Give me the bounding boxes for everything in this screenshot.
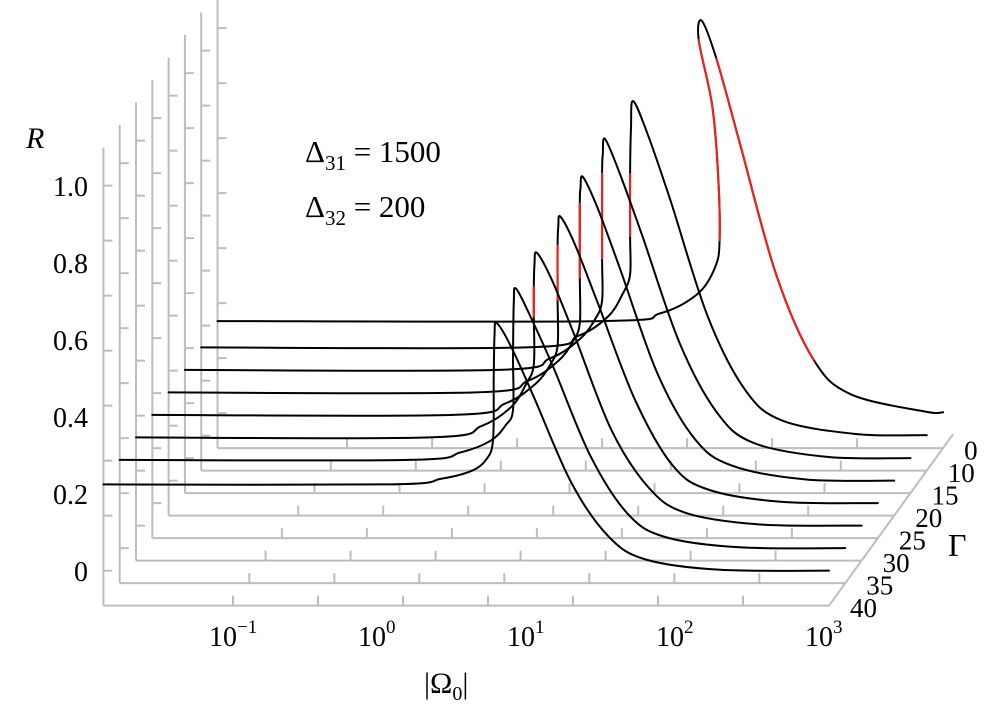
delta-value: = 200: [346, 189, 425, 224]
axis-labels: R Γ |Ω0| Δ31 = 1500 Δ32 = 200 1.00.80.60…: [25, 122, 978, 705]
unstable-segment-gamma-0: [715, 58, 815, 361]
x-axis-label: |Ω0|: [424, 667, 468, 705]
delta-subscript: 31: [325, 151, 346, 175]
x-axis-label-sub: 0: [452, 683, 462, 705]
annotation-delta32: Δ32 = 200: [305, 189, 425, 230]
x-tick-exponent: 1: [535, 617, 545, 638]
x-tick-base: 10: [805, 622, 833, 653]
series-curve-gamma-30: [135, 251, 863, 527]
y-tick-label: 0.4: [53, 403, 88, 434]
unstable-segment-gamma-0: [697, 39, 721, 242]
x-tick-label: 10−1: [209, 617, 257, 653]
x-tick-exponent: 3: [833, 617, 843, 638]
delta-symbol: Δ: [305, 134, 325, 169]
series-curve-gamma-25: [151, 214, 879, 505]
x-axis-label-main: |Ω: [424, 667, 452, 700]
y-tick-label: 0.8: [53, 249, 88, 280]
series-curve-gamma-35: [118, 287, 847, 550]
x-tick-label: 100: [358, 617, 396, 653]
series-curve-gamma-20: [167, 175, 896, 482]
y-tick-label: 0: [74, 557, 88, 588]
gamma-tick-label: 10: [948, 458, 975, 488]
delta-value: = 1500: [346, 134, 441, 169]
y-axis-label: R: [25, 122, 44, 155]
series-curves: [102, 19, 945, 572]
x-tick-exponent: 0: [386, 617, 396, 638]
y-tick-label: 0.6: [53, 326, 88, 357]
x-tick-base: 10: [507, 622, 535, 653]
y-tick-label: 1.0: [53, 172, 88, 203]
x-tick-label: 103: [805, 617, 843, 653]
y-tick-label: 0.2: [53, 480, 88, 511]
x-tick-base: 10: [209, 622, 237, 653]
x-axis-label-end: |: [462, 667, 468, 700]
gamma-tick-label: 15: [932, 481, 959, 511]
gamma-tick-label: 25: [899, 526, 926, 556]
x-tick-base: 10: [358, 622, 386, 653]
z-axis-label: Γ: [948, 527, 967, 563]
x-tick-exponent: 2: [684, 617, 694, 638]
delta-subscript: 32: [325, 206, 346, 230]
x-tick-exponent: −1: [237, 617, 257, 638]
annotation-delta31: Δ31 = 1500: [305, 134, 441, 175]
gamma-tick-label: 20: [915, 503, 942, 533]
gamma-tick-label: 35: [866, 571, 893, 601]
x-tick-base: 10: [656, 622, 684, 653]
series-curve-gamma-40: [102, 321, 830, 572]
x-tick-label: 102: [656, 617, 694, 653]
gamma-tick-label: 30: [883, 548, 910, 578]
delta-symbol: Δ: [305, 189, 325, 224]
gamma-tick-label: 40: [850, 593, 877, 623]
gamma-tick-label: 0: [964, 436, 978, 466]
x-tick-label: 101: [507, 617, 545, 653]
gamma-axis: [828, 433, 954, 607]
panel-axes: [102, 0, 954, 607]
series-curve-gamma-15: [183, 137, 912, 460]
